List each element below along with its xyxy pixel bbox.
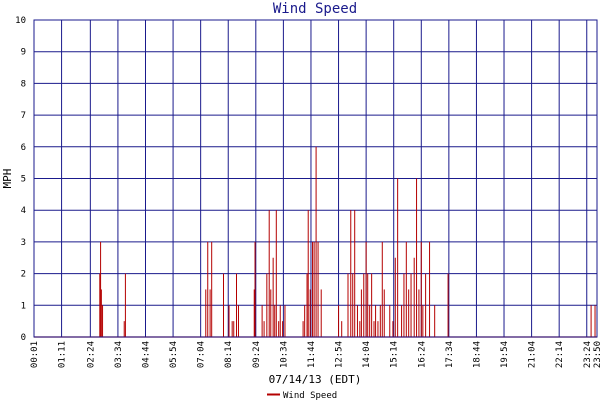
x-tick-label: 11:44 xyxy=(307,341,317,368)
x-tick-label: 02:24 xyxy=(86,341,96,368)
x-tick-label: 23:50 xyxy=(593,341,600,368)
y-tick-label: 2 xyxy=(21,270,26,280)
x-tick-label: 00:01 xyxy=(30,341,40,368)
x-tick-label: 09:24 xyxy=(252,341,262,368)
y-tick-label: 3 xyxy=(21,238,26,248)
x-tick-label: 08:14 xyxy=(224,341,234,368)
x-axis: 00:01 01:11 02:24 03:34 04:44 05:54 07:04 08:14… xyxy=(30,341,600,368)
x-tick-label: 12:54 xyxy=(335,341,345,368)
x-tick-label: 14:04 xyxy=(362,341,372,368)
x-tick-label: 16:24 xyxy=(417,341,427,368)
x-tick-label: 19:54 xyxy=(500,341,510,368)
x-tick-label: 10:34 xyxy=(279,341,289,368)
y-tick-label: 9 xyxy=(21,48,26,58)
x-tick-label: 21:04 xyxy=(528,341,538,368)
y-tick-label: 4 xyxy=(21,206,26,216)
y-tick-label: 6 xyxy=(21,143,26,153)
y-tick-label: 5 xyxy=(21,175,26,185)
legend-label: Wind Speed xyxy=(283,391,337,400)
x-tick-label: 18:44 xyxy=(472,341,482,368)
plot-frame xyxy=(33,19,598,338)
grid xyxy=(33,19,598,338)
y-tick-label: 1 xyxy=(21,301,26,311)
chart-title: Wind Speed xyxy=(273,1,357,17)
x-tick-label: 04:44 xyxy=(141,341,151,368)
y-axis-label: MPH xyxy=(1,169,14,189)
legend: Wind Speed xyxy=(267,391,337,401)
x-tick-label: 17:34 xyxy=(445,341,455,368)
x-tick-label: 23:24 xyxy=(583,341,593,368)
y-tick-label: 8 xyxy=(21,79,26,89)
y-tick-label: 0 xyxy=(21,333,26,343)
y-tick-label: 7 xyxy=(21,111,26,121)
x-tick-label: 01:11 xyxy=(58,341,68,368)
x-tick-label: 03:34 xyxy=(114,341,124,368)
x-tick-label: 05:54 xyxy=(169,341,179,368)
y-axis: 0 1 2 3 4 5 6 7 8 9 10 xyxy=(15,16,26,343)
x-tick-label: 07:04 xyxy=(197,341,207,368)
x-tick-label: 22:14 xyxy=(555,341,565,368)
x-tick-label: 15:14 xyxy=(390,341,400,368)
y-tick-label: 10 xyxy=(15,16,26,26)
x-axis-label: 07/14/13 (EDT) xyxy=(269,373,362,386)
